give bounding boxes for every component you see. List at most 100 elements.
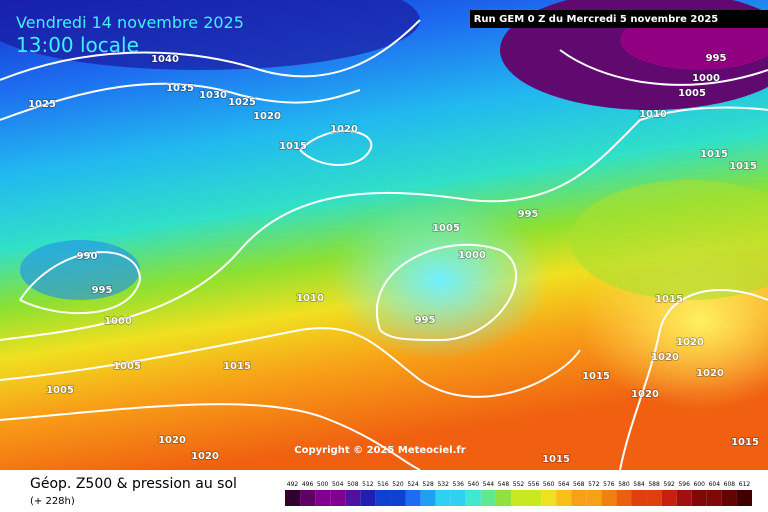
- legend-label: 588: [648, 481, 660, 488]
- isobar-label: 995: [92, 285, 113, 296]
- legend-label: 612: [739, 481, 751, 488]
- legend-swatch: [556, 490, 572, 506]
- legend-label: 536: [453, 481, 465, 488]
- isobar-labels: 1040103510301025102510201015102010101015…: [27, 52, 759, 466]
- legend-swatch: [676, 490, 692, 506]
- legend-label: 596: [678, 481, 690, 488]
- run-label: Run GEM 0 Z du Mercredi 5 novembre 2025: [474, 14, 719, 25]
- date-label: Vendredi 14 novembre 2025: [16, 13, 244, 32]
- legend-swatch: [405, 490, 421, 506]
- legend-label: 524: [407, 481, 419, 488]
- isobar-label: 1020: [676, 337, 704, 348]
- footer-title: Géop. Z500 & pression au sol: [30, 476, 237, 492]
- isobar-label: 995: [706, 53, 727, 64]
- legend-label: 592: [663, 481, 675, 488]
- legend-swatch: [631, 490, 647, 506]
- legend-swatch: [616, 490, 632, 506]
- isobar-label: 1040: [151, 54, 179, 65]
- legend-swatch: [646, 490, 662, 506]
- legend-swatch: [721, 490, 737, 506]
- legend-label: 544: [483, 481, 495, 488]
- isobar-label: 1020: [191, 451, 219, 462]
- legend-label: 576: [603, 481, 615, 488]
- footer-lead: (+ 228h): [30, 496, 75, 507]
- isobar-label: 1015: [731, 437, 759, 448]
- legend-label: 528: [422, 481, 434, 488]
- isobar-label: 1015: [223, 361, 251, 372]
- legend-label: 552: [513, 481, 525, 488]
- isobar-label: 1000: [692, 73, 720, 84]
- legend-swatch: [360, 490, 376, 506]
- legend-swatch: [736, 490, 752, 506]
- legend-swatch: [375, 490, 391, 506]
- isobar-label: 1000: [458, 250, 486, 261]
- legend-swatch: [480, 490, 496, 506]
- isobar-label: 1020: [696, 368, 724, 379]
- isobar-label: 995: [518, 209, 539, 220]
- legend-swatch: [601, 490, 617, 506]
- legend-swatch: [495, 490, 511, 506]
- legend-label: 572: [588, 481, 600, 488]
- legend-swatch: [510, 490, 527, 506]
- legend-label: 584: [633, 481, 645, 488]
- legend-swatch: [465, 490, 481, 506]
- isobar-label: 1005: [113, 361, 141, 372]
- legend-label: 512: [362, 481, 374, 488]
- legend-swatch: [390, 490, 406, 506]
- isobar-label: 1015: [729, 161, 757, 172]
- legend-swatch: [435, 490, 451, 506]
- legend-label: 540: [468, 481, 480, 488]
- copyright: Copyright © 2025 Meteociel.fr: [294, 445, 465, 456]
- isobar-label: 1000: [104, 316, 132, 327]
- isobar-label: 1020: [651, 352, 679, 363]
- time-label: 13:00 locale: [16, 33, 139, 57]
- legend-label: 568: [573, 481, 585, 488]
- legend-label: 580: [618, 481, 630, 488]
- legend-swatch: [661, 490, 677, 506]
- legend-label: 600: [694, 481, 706, 488]
- legend-label: 604: [709, 481, 721, 488]
- legend-swatch: [571, 490, 587, 506]
- isobar-label: 1005: [678, 88, 706, 99]
- legend-label: 532: [437, 481, 449, 488]
- isobar-label: 1010: [296, 293, 324, 304]
- isobar-label: 1015: [582, 371, 610, 382]
- legend-swatch: [300, 490, 316, 506]
- legend-label: 548: [498, 481, 510, 488]
- legend-label: 492: [287, 481, 299, 488]
- isobar-label: 1005: [432, 223, 460, 234]
- legend-label: 500: [317, 481, 329, 488]
- isobar-label: 995: [415, 315, 436, 326]
- isobar-label: 1020: [158, 435, 186, 446]
- legend-label: 520: [392, 481, 404, 488]
- legend-label: 508: [347, 481, 359, 488]
- legend-swatch: [450, 490, 466, 506]
- isobar-label: 1015: [700, 149, 728, 160]
- legend-swatch: [420, 490, 436, 506]
- isobar-label: 1020: [330, 124, 358, 135]
- isobar-label: 1015: [542, 454, 570, 465]
- legend-swatch: [345, 490, 361, 506]
- legend-label: 564: [558, 481, 570, 488]
- legend-label: 556: [528, 481, 540, 488]
- isobar-label: 1025: [28, 99, 56, 110]
- color-legend: 492 496 500 504 508 512 516 520 524 528 532 536 540 5…: [285, 481, 752, 506]
- isobar-label: 1015: [279, 141, 307, 152]
- isobar-label: 1005: [46, 385, 74, 396]
- legend-label: 560: [543, 481, 555, 488]
- legend-swatch: [330, 490, 346, 506]
- legend-swatch: [541, 490, 557, 506]
- run-box: [470, 10, 768, 28]
- isobar-label: 1015: [655, 294, 683, 305]
- isobar-label: 1010: [639, 109, 667, 120]
- isobar-label: 990: [77, 251, 98, 262]
- legend-label: 496: [302, 481, 314, 488]
- legend-swatch: [691, 490, 707, 506]
- legend-swatch: [586, 490, 602, 506]
- legend-swatch: [285, 490, 301, 506]
- isobar-label: 1030: [199, 90, 227, 101]
- legend-label: 516: [377, 481, 389, 488]
- legend-swatch: [315, 490, 331, 506]
- isobar-label: 1020: [253, 111, 281, 122]
